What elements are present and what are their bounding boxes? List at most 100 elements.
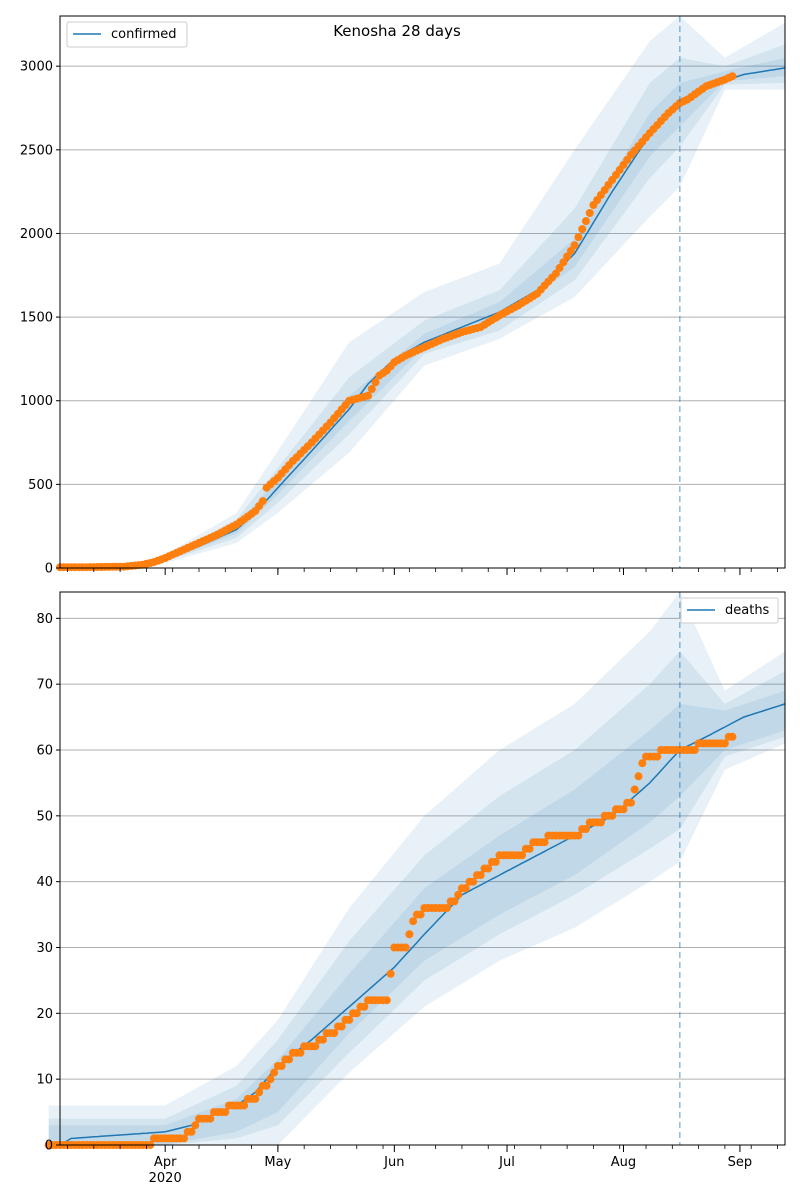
bot-observed-point [180,1134,188,1143]
bot-ytick-label: 50 [36,809,53,824]
bot-observed-point [630,785,639,794]
bot-xtick-label: Jul [498,1155,515,1170]
bot-ytick-label: 20 [36,1007,53,1022]
confirmed-axes-frame [59,15,786,569]
top-observed-point [559,258,568,267]
bot-observed-point [574,831,583,840]
deaths-x-ticks: Apr May Jun Jul Aug Sep [67,1145,778,1170]
bot-observed-point [518,851,526,860]
top-ytick-label: 0 [45,562,53,577]
bot-observed-point [311,1042,320,1051]
bot-observed-point [191,1121,200,1130]
deaths-axes-frame [59,591,786,1146]
deaths-model-line [48,703,786,1146]
bot-observed-point [330,1029,339,1038]
bot-xtick-label: Apr [154,1155,177,1170]
bot-observed-point [270,1068,279,1077]
bot-band-middle [48,651,785,1145]
bot-observed-point [187,1127,196,1136]
bot-observed-point [634,772,643,781]
deaths-legend-box [680,597,779,624]
bot-observed-point [416,910,425,919]
top-ytick-label: 1000 [20,394,53,409]
top-ytick-label: 500 [28,478,53,493]
bot-observed-point [319,1035,327,1044]
bot-observed-point [251,1094,260,1103]
bot-observed-point [296,1048,305,1057]
bot-ytick-label: 40 [36,875,53,890]
bot-observed-point [240,1101,249,1110]
deaths-y-ticks: 0 10 20 30 40 50 60 70 80 [36,612,60,1154]
top-observed-point [371,378,380,387]
top-observed-point [574,233,583,242]
bot-observed-point [386,969,395,978]
bot-observed-point [345,1015,354,1024]
top-observed-point [585,209,594,217]
top-observed-point [563,252,572,261]
bot-observed-point [469,877,478,886]
bot-observed-point [720,739,729,748]
top-observed-point [364,391,372,400]
bot-ytick-label: 30 [36,941,53,956]
confirmed-legend-box [66,21,188,48]
bot-observed-point [728,732,737,741]
x-axis-year-label: 2020 [149,1171,182,1186]
bot-band-outer [48,592,785,1145]
bot-observed-point [653,752,662,761]
top-observed-point [566,246,575,255]
bot-xtick-label: Jun [383,1155,404,1170]
bot-xtick-label: May [264,1155,291,1170]
bot-ytick-label: 70 [36,678,53,693]
figure-title: Kenosha 28 days [333,22,461,40]
bot-observed-point [352,1009,361,1018]
top-observed-point [555,263,564,272]
top-observed-point [578,225,587,234]
bot-observed-point [690,746,699,754]
bot-observed-point [619,805,628,814]
bot-observed-point [461,884,470,893]
bot-ytick-label: 10 [36,1073,53,1088]
bot-observed-point [401,943,410,952]
confirmed-y-ticks: 0 500 1000 1500 2000 2500 3000 [20,60,60,577]
confirmed-legend: confirmed [66,21,188,48]
bot-observed-point [266,1075,275,1084]
bot-xtick-label: Aug [611,1155,636,1170]
top-observed-point [367,385,376,393]
bot-observed-point [525,844,534,853]
bot-xtick-label: Sep [728,1155,753,1170]
bot-observed-point [382,996,391,1005]
confirmed-legend-label: confirmed [111,27,177,42]
bot-observed-point [221,1108,230,1117]
bot-observed-point [337,1022,346,1031]
confirmed-x-ticks [67,568,778,575]
bot-observed-point [454,890,463,899]
bot-ytick-label: 60 [36,744,53,759]
deaths-legend-label: deaths [725,603,770,618]
top-observed-point [581,217,590,226]
bot-observed-point [285,1055,294,1064]
top-observed-point [570,241,579,250]
bot-observed-point [581,825,590,833]
deaths-legend: deaths [680,597,779,624]
bot-observed-point [405,930,414,939]
bot-observed-point [627,798,635,807]
bot-observed-point [409,917,418,926]
bot-observed-point [491,857,500,866]
bot-observed-point [442,904,451,912]
bot-ytick-label: 0 [45,1139,53,1154]
top-observed-point [728,72,737,81]
bot-observed-point [262,1081,271,1090]
bot-observed-point [206,1114,215,1123]
top-observed-point [551,269,560,278]
bot-observed-point [608,811,617,820]
top-ytick-label: 2000 [20,227,53,242]
bot-ytick-label: 80 [36,612,53,627]
bot-observed-point [255,1088,264,1097]
bot-observed-point [638,759,647,768]
bot-observed-point [540,838,549,847]
top-ytick-label: 3000 [20,60,53,75]
confirmed-observed-points [56,72,737,572]
panel-deaths: 0 10 20 30 40 50 60 70 80 Apr May Jun Jul Aug Sep 202… [36,591,786,1186]
